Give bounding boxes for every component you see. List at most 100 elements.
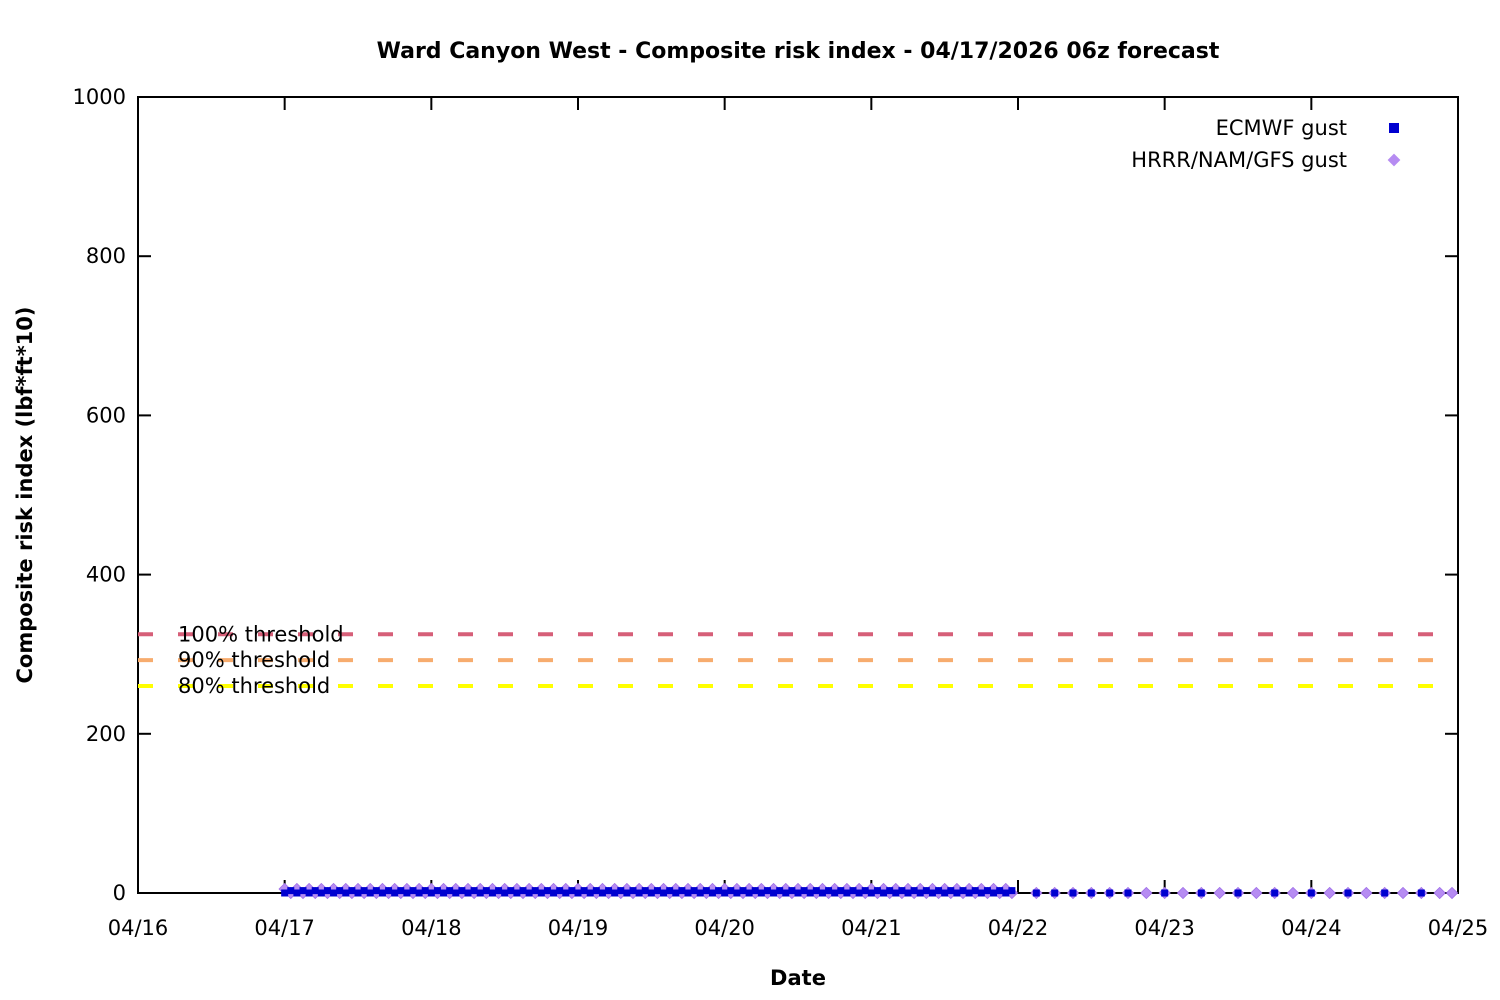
x-tick-label: 04/25 (1428, 916, 1489, 940)
data-point-ecmwf-gust (537, 889, 545, 897)
data-point-ecmwf-gust (959, 887, 967, 895)
data-point-ecmwf-gust (990, 889, 998, 897)
data-point-ecmwf-gust (562, 889, 570, 897)
data-point-ecmwf-gust (971, 887, 979, 895)
data-point-ecmwf-gust (812, 887, 820, 895)
data-point-ecmwf-gust (721, 889, 729, 897)
data-point-ecmwf-gust (323, 887, 331, 895)
data-point-ecmwf-gust (1069, 889, 1077, 897)
legend-label-hrrr-nam-gfs-gust: HRRR/NAM/GFS gust (1131, 148, 1347, 172)
data-point-ecmwf-gust (403, 889, 411, 897)
data-point-ecmwf-gust (617, 887, 625, 895)
data-point-ecmwf-gust (806, 889, 814, 897)
data-point-ecmwf-gust (647, 889, 655, 897)
data-point-ecmwf-gust (476, 889, 484, 897)
data-point-ecmwf-gust (770, 889, 778, 897)
data-point-ecmwf-gust (684, 889, 692, 897)
data-point-ecmwf-gust (1307, 889, 1315, 897)
data-point-ecmwf-gust (1051, 889, 1059, 897)
data-point-ecmwf-gust (568, 887, 576, 895)
data-point-hrrr-nam-gfs-gust (1433, 886, 1446, 900)
data-point-ecmwf-gust (696, 889, 704, 897)
data-point-ecmwf-gust (690, 887, 698, 895)
x-tick-label: 04/24 (1281, 916, 1342, 940)
data-point-ecmwf-gust (666, 887, 674, 895)
data-point-ecmwf-gust (825, 887, 833, 895)
y-tick-label: 0 (113, 881, 126, 905)
data-point-hrrr-nam-gfs-gust (1396, 886, 1410, 900)
data-point-ecmwf-gust (947, 887, 955, 895)
data-point-ecmwf-gust (470, 887, 478, 895)
data-point-ecmwf-gust (409, 887, 417, 895)
data-point-hrrr-nam-gfs-gust (1140, 886, 1153, 900)
data-point-ecmwf-gust (495, 887, 503, 895)
plot-border (137, 96, 1459, 894)
x-tick-label: 04/22 (988, 916, 1049, 940)
data-point-ecmwf-gust (1271, 889, 1279, 897)
data-point-ecmwf-gust (1124, 889, 1132, 897)
data-point-ecmwf-gust (776, 887, 784, 895)
chart-title: Ward Canyon West - Composite risk index … (377, 39, 1220, 64)
data-point-ecmwf-gust (446, 887, 454, 895)
data-point-ecmwf-gust (360, 887, 368, 895)
data-point-ecmwf-gust (641, 887, 649, 895)
data-point-ecmwf-gust (751, 887, 759, 895)
data-point-ecmwf-gust (794, 889, 802, 897)
data-point-ecmwf-gust (543, 887, 551, 895)
data-point-hrrr-nam-gfs-gust (1176, 886, 1190, 900)
data-point-ecmwf-gust (452, 889, 460, 897)
data-point-ecmwf-gust (818, 889, 826, 897)
data-point-ecmwf-gust (898, 887, 906, 895)
x-tick-label: 04/20 (694, 916, 755, 940)
data-point-ecmwf-gust (678, 887, 686, 895)
data-point-ecmwf-gust (886, 887, 894, 895)
data-point-ecmwf-gust (727, 887, 735, 895)
data-point-ecmwf-gust (531, 887, 539, 895)
data-point-ecmwf-gust (287, 887, 295, 895)
data-point-ecmwf-gust (305, 889, 313, 897)
data-point-ecmwf-gust (1032, 889, 1040, 897)
data-point-hrrr-nam-gfs-gust (1250, 886, 1263, 900)
data-point-ecmwf-gust (904, 889, 912, 897)
data-point-ecmwf-gust (635, 889, 643, 897)
y-tick-label: 200 (86, 722, 126, 746)
data-point-ecmwf-gust (611, 889, 619, 897)
data-point-ecmwf-gust (378, 889, 386, 897)
data-point-ecmwf-gust (623, 889, 631, 897)
y-tick-label: 400 (86, 563, 126, 587)
data-point-ecmwf-gust (366, 889, 374, 897)
data-point-ecmwf-gust (739, 887, 747, 895)
data-point-ecmwf-gust (330, 889, 338, 897)
data-point-ecmwf-gust (440, 889, 448, 897)
data-point-ecmwf-gust (372, 887, 380, 895)
data-point-ecmwf-gust (965, 889, 973, 897)
data-point-ecmwf-gust (1234, 889, 1242, 897)
data-point-ecmwf-gust (715, 887, 723, 895)
data-point-ecmwf-gust (745, 889, 753, 897)
data-point-ecmwf-gust (653, 887, 661, 895)
data-point-ecmwf-gust (977, 889, 985, 897)
data-point-ecmwf-gust (488, 889, 496, 897)
x-tick-label: 04/23 (1134, 916, 1195, 940)
legend-label-ecmwf-gust: ECMWF gust (1216, 116, 1347, 140)
data-point-hrrr-nam-gfs-gust (1360, 886, 1373, 900)
x-tick-label: 04/21 (841, 916, 902, 940)
data-point-ecmwf-gust (837, 887, 845, 895)
data-point-ecmwf-gust (525, 889, 533, 897)
x-tick-label: 04/19 (548, 916, 609, 940)
data-point-ecmwf-gust (507, 887, 515, 895)
data-point-ecmwf-gust (592, 887, 600, 895)
data-point-ecmwf-gust (1417, 889, 1425, 897)
data-point-ecmwf-gust (763, 887, 771, 895)
data-point-ecmwf-gust (1344, 889, 1352, 897)
data-point-ecmwf-gust (311, 887, 319, 895)
data-point-ecmwf-gust (1161, 889, 1169, 897)
y-axis-label: Composite risk index (lbf*ft*10) (13, 306, 37, 683)
data-point-ecmwf-gust (941, 889, 949, 897)
data-point-ecmwf-gust (586, 889, 594, 897)
data-point-ecmwf-gust (733, 889, 741, 897)
data-point-ecmwf-gust (1197, 889, 1205, 897)
data-point-ecmwf-gust (519, 887, 527, 895)
x-axis-label: Date (770, 966, 826, 990)
